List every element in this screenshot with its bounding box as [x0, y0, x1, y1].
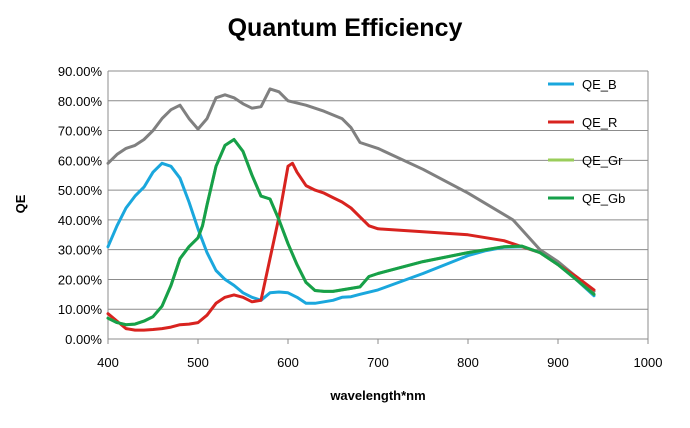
x-tick-label: 800 [457, 355, 479, 370]
series-layer [106, 87, 596, 332]
y-tick-label: 10.00% [58, 302, 103, 317]
x-tick-label: 900 [547, 355, 569, 370]
legend: QE_B QE_R QE_Gr QE_Gb [548, 77, 625, 206]
y-tick-label: 70.00% [58, 124, 103, 139]
chart-title: Quantum Efficiency [227, 14, 463, 42]
y-tick-label: 60.00% [58, 153, 103, 168]
legend-label-qe-gb: QE_Gb [582, 191, 625, 206]
y-tick-label: 20.00% [58, 272, 103, 287]
legend-label-qe-b: QE_B [582, 77, 617, 92]
series-line-qe-r [106, 161, 596, 332]
y-tick-label: 80.00% [58, 94, 103, 109]
y-axis-label: QE [13, 194, 28, 213]
y-tick-label: 30.00% [58, 243, 103, 258]
x-tick-label: 1000 [634, 355, 663, 370]
y-tick-label: 90.00% [58, 64, 103, 79]
axis-layer: 0.00% 10.00% 20.00% 30.00% 40.00% 50.00% 60.00… [58, 64, 663, 370]
series-line-total [106, 87, 596, 293]
x-tick-label: 500 [187, 355, 209, 370]
y-tick-label: 0.00% [65, 332, 102, 347]
x-axis-label: wavelength*nm [329, 388, 425, 403]
legend-label-qe-gr: QE_Gr [582, 153, 623, 168]
legend-label-qe-r: QE_R [582, 115, 617, 130]
y-tick-label: 40.00% [58, 213, 103, 228]
x-tick-label: 600 [277, 355, 299, 370]
series-line-qe-gb [106, 138, 596, 327]
series-line-qe-b [106, 161, 596, 305]
x-tick-label: 400 [97, 355, 119, 370]
y-tick-label: 50.00% [58, 183, 103, 198]
x-tick-label: 700 [367, 355, 389, 370]
